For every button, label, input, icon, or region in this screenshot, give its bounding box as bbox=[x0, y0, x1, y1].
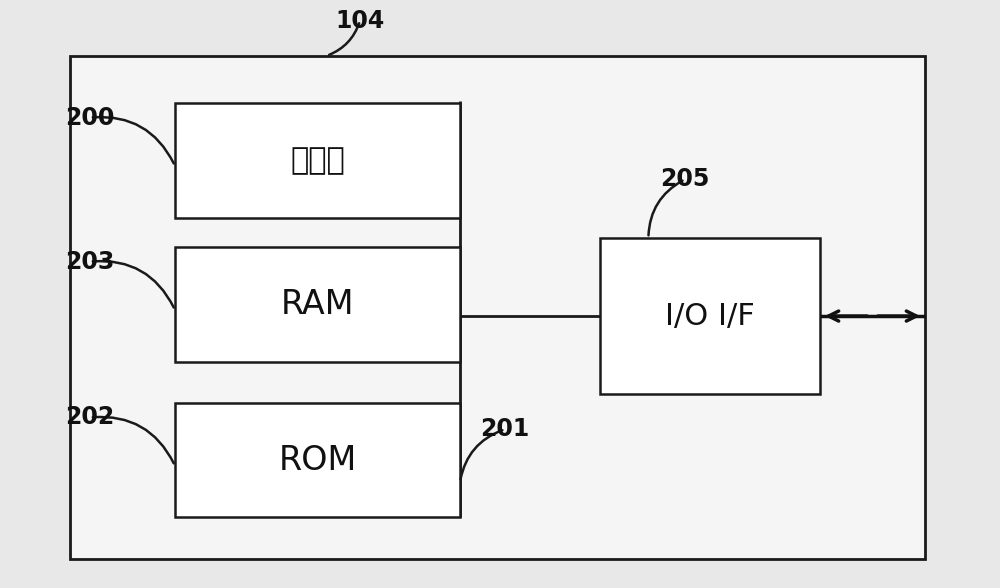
Text: ROM: ROM bbox=[278, 443, 357, 477]
Text: 205: 205 bbox=[660, 168, 710, 191]
Text: I/O I/F: I/O I/F bbox=[665, 302, 755, 330]
Text: 104: 104 bbox=[335, 9, 385, 32]
Text: 200: 200 bbox=[65, 106, 115, 129]
Bar bbox=[70, 56, 925, 559]
Text: 处理器: 处理器 bbox=[290, 146, 345, 175]
Text: 203: 203 bbox=[65, 250, 115, 273]
Text: 201: 201 bbox=[480, 417, 530, 441]
Text: RAM: RAM bbox=[281, 288, 354, 321]
Bar bbox=[175, 103, 460, 218]
Text: 202: 202 bbox=[65, 406, 115, 429]
Bar bbox=[175, 403, 460, 517]
Bar bbox=[600, 238, 820, 394]
Bar bbox=[175, 247, 460, 362]
